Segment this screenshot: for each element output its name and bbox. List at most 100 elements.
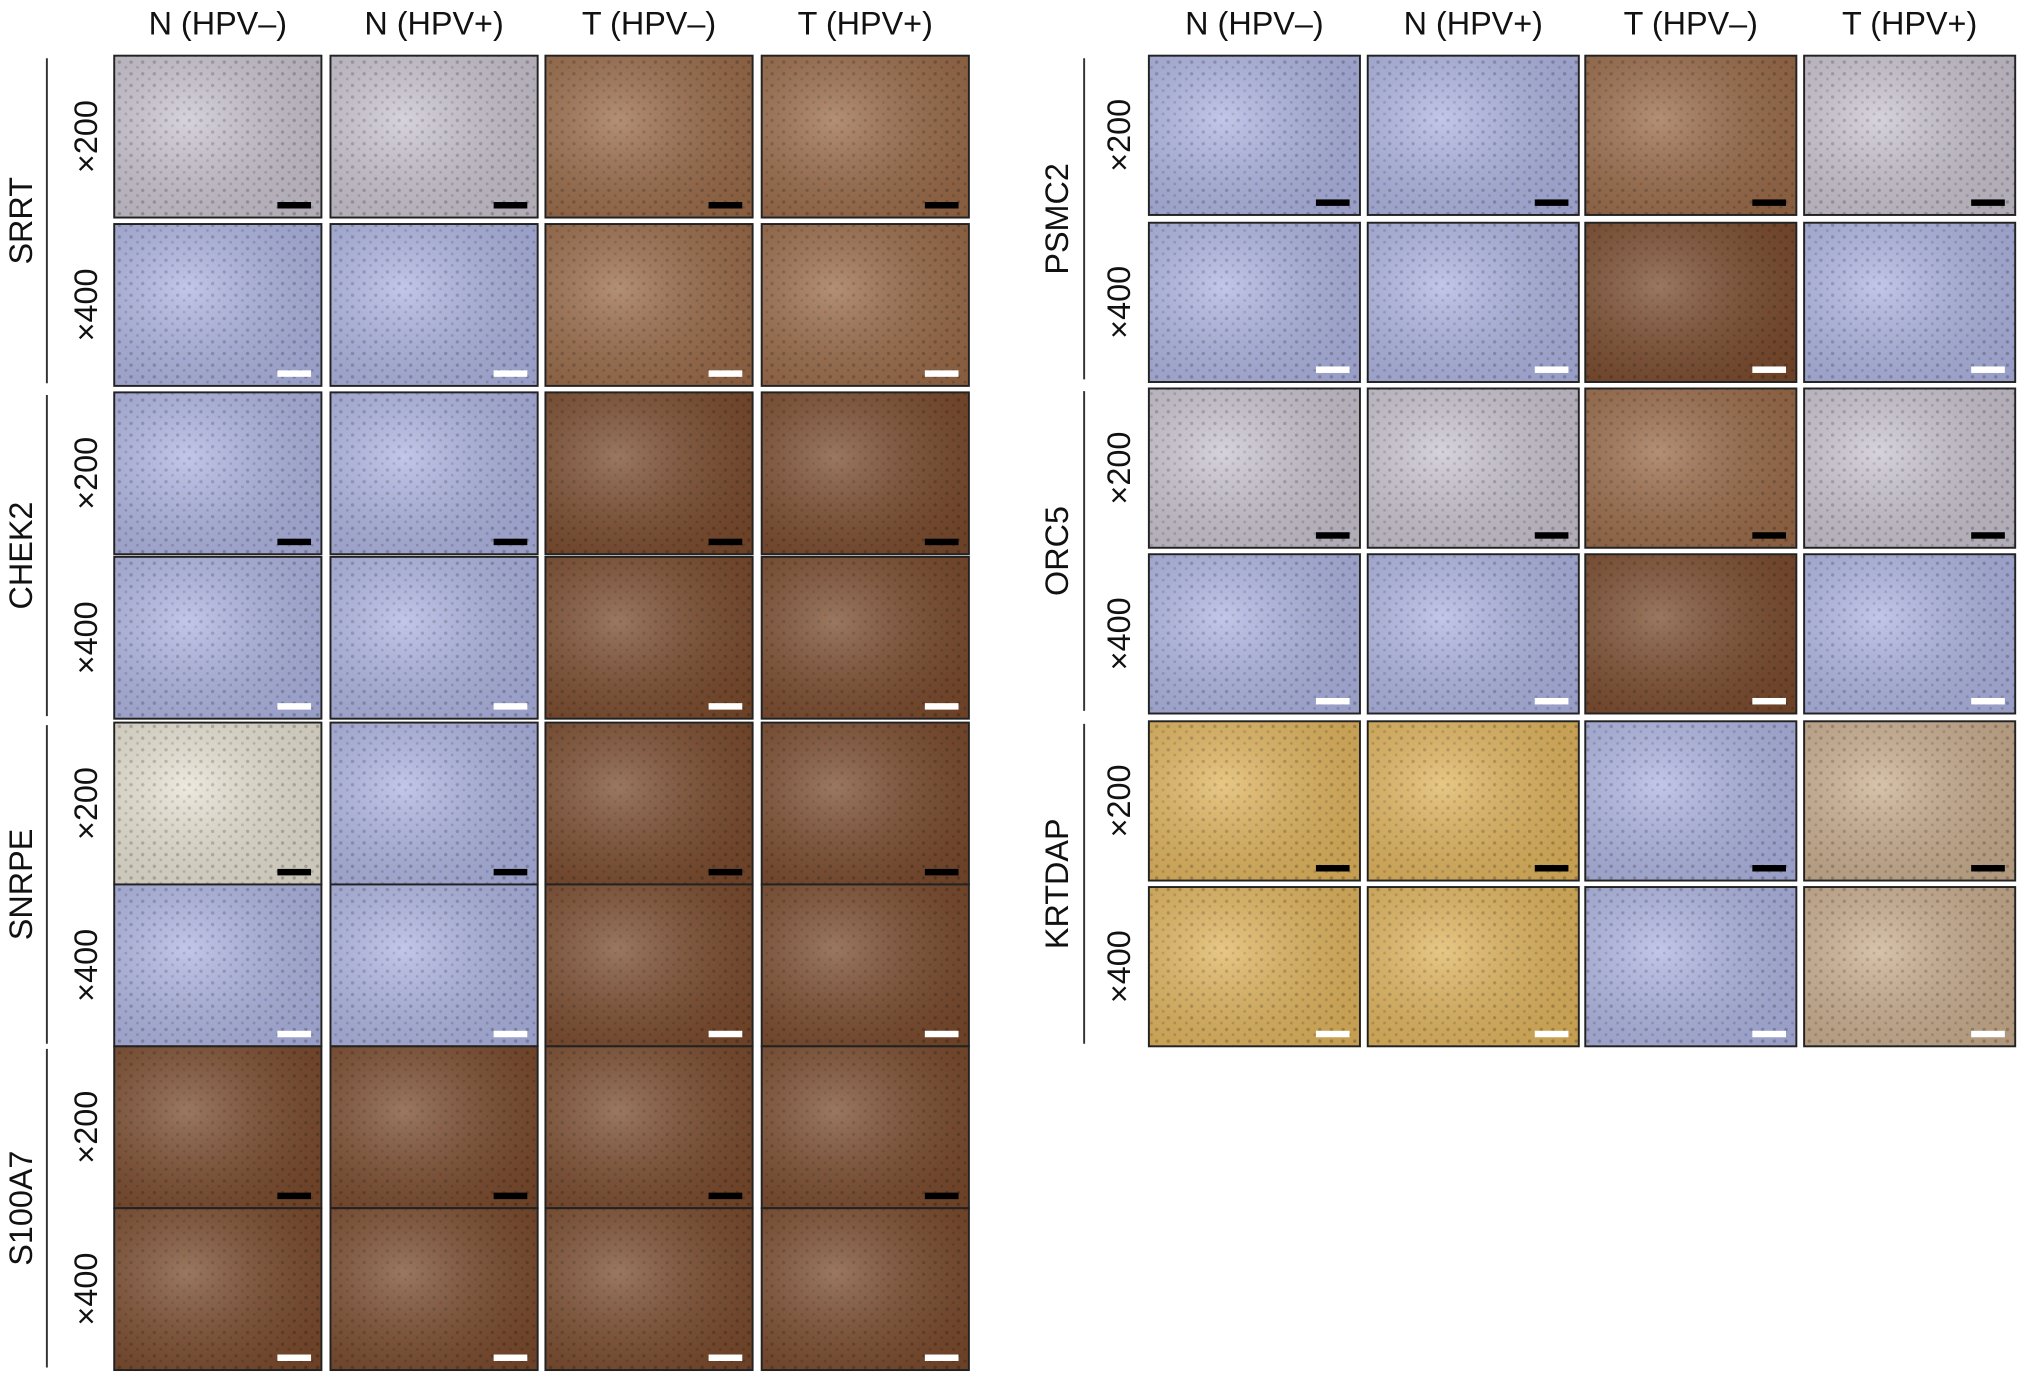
scale-bar [708, 202, 743, 209]
scale-bar [1752, 865, 1786, 872]
texture-shade [114, 556, 322, 719]
micrograph [760, 555, 970, 720]
texture-shade [1367, 554, 1579, 714]
micrograph [1803, 387, 2017, 549]
scale-bar [1315, 366, 1350, 373]
frame [1584, 221, 1798, 383]
frame [760, 54, 970, 219]
texture-shade [1804, 554, 2016, 714]
scale-bar [1315, 199, 1350, 206]
micrograph [1147, 886, 1361, 1048]
scale-bar [708, 538, 743, 546]
frame [1366, 553, 1580, 715]
texture-shade [1148, 222, 1360, 383]
texture-shade [1804, 721, 2016, 881]
frame [1147, 720, 1361, 882]
texture-shade [1585, 222, 1797, 383]
gene-label: PSMC2 [1039, 163, 1075, 275]
magnification-label: ×400 [1101, 597, 1137, 670]
micrograph [1366, 387, 1580, 549]
scale-bar [1752, 199, 1786, 206]
frame [1803, 886, 2017, 1048]
frame [1147, 54, 1361, 216]
texture-shade [330, 556, 538, 719]
micrograph [329, 555, 539, 720]
scale-bar [708, 1030, 743, 1038]
frame [1147, 886, 1361, 1048]
texture-shade [1585, 388, 1797, 548]
frame [113, 1207, 323, 1372]
texture-shade [545, 722, 753, 885]
texture-shade [1367, 887, 1579, 1047]
micrograph [1147, 553, 1361, 715]
scale-bar [493, 1030, 528, 1038]
scale-bar [277, 1192, 312, 1200]
scale-bar [924, 703, 959, 710]
micrograph [760, 223, 970, 387]
micrograph [760, 721, 970, 886]
magnification-label: ×200 [68, 100, 104, 173]
texture-shade [1148, 887, 1360, 1047]
frame [760, 1207, 970, 1372]
gene-label: ORC5 [1039, 506, 1075, 596]
scale-bar [1971, 697, 2005, 705]
texture-shade [1585, 554, 1797, 714]
column-header: T (HPV+) [798, 5, 933, 41]
texture-shade [1367, 388, 1579, 548]
texture-shade [761, 556, 969, 719]
micrograph [329, 883, 539, 1048]
frame [544, 54, 754, 219]
frame [329, 223, 539, 387]
frame [1803, 553, 2017, 715]
frame [113, 223, 323, 387]
magnification-label: ×200 [68, 1091, 104, 1164]
magnification-label: ×400 [68, 269, 104, 342]
frame [329, 555, 539, 720]
frame [1584, 553, 1798, 715]
micrograph [1803, 221, 2017, 383]
micrograph [1803, 54, 2017, 216]
micrograph [544, 391, 754, 556]
frame [1147, 553, 1361, 715]
magnification-label: ×200 [1101, 764, 1137, 837]
texture-shade [330, 224, 538, 386]
texture-shade [1804, 388, 2016, 548]
scale-bar [924, 370, 959, 377]
texture-shade [330, 1208, 538, 1371]
frame [544, 391, 754, 556]
frame [544, 1207, 754, 1372]
scale-bar [1971, 199, 2005, 206]
magnification-label: ×400 [1101, 930, 1137, 1003]
scale-bar [924, 538, 959, 546]
column-header: T (HPV–) [1624, 5, 1758, 41]
magnification-label: ×200 [1101, 432, 1137, 505]
micrograph [544, 883, 754, 1048]
scale-bar [924, 1354, 959, 1361]
frame [113, 54, 323, 219]
scale-bar [493, 1192, 528, 1200]
scale-bar [1315, 532, 1350, 539]
gene-label: S100A7 [3, 1151, 39, 1266]
scale-bar [708, 1354, 743, 1361]
scale-bar [1534, 366, 1569, 373]
texture-shade [545, 1046, 753, 1209]
frame [1366, 720, 1580, 882]
micrograph [1584, 221, 1798, 383]
texture-shade [1148, 721, 1360, 881]
micrograph [1584, 553, 1798, 715]
scale-bar [1315, 1030, 1350, 1038]
column-header: N (HPV+) [1404, 5, 1543, 41]
texture-shade [1804, 887, 2016, 1047]
micrograph [544, 223, 754, 387]
scale-bar [1752, 532, 1786, 539]
micrograph [329, 1207, 539, 1372]
frame [1366, 387, 1580, 549]
micrograph [113, 883, 323, 1048]
frame [329, 54, 539, 219]
texture-shade [545, 55, 753, 218]
frame [1584, 54, 1798, 216]
micrograph [113, 223, 323, 387]
scale-bar [924, 1030, 959, 1038]
scale-bar [924, 868, 959, 876]
micrograph [544, 721, 754, 886]
